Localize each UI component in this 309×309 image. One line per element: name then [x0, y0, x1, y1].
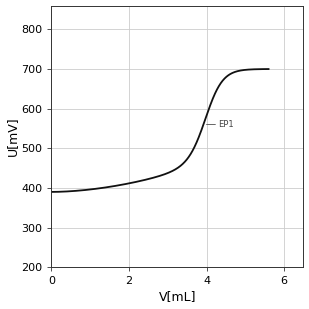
X-axis label: V[mL]: V[mL] — [159, 290, 196, 303]
Y-axis label: U[mV]: U[mV] — [6, 116, 19, 156]
Text: EP1: EP1 — [206, 120, 234, 129]
